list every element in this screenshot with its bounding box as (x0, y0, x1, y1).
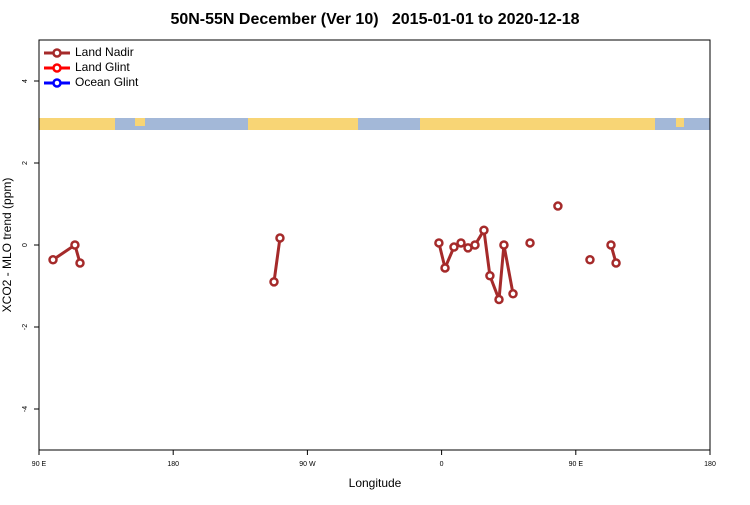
point (456, 238, 466, 248)
x-tick-label: 180 (704, 461, 716, 468)
point (449, 242, 459, 252)
chart-title: 50N-55N December (Ver 10) 2015-01-01 to … (170, 11, 579, 28)
point (508, 289, 518, 299)
point (499, 240, 509, 250)
x-axis-label: Longitude (349, 476, 402, 490)
y-tick-label: 0 (22, 243, 29, 247)
legend-marker (52, 78, 62, 88)
legend-label: Ocean Glint (75, 75, 139, 89)
x-tick-label: 180 (167, 461, 179, 468)
point (606, 240, 616, 250)
y-tick-label: -4 (22, 406, 29, 412)
point (494, 294, 504, 305)
point (611, 258, 621, 268)
legend-marker (52, 48, 62, 58)
legend-label: Land Glint (75, 60, 130, 74)
point (440, 263, 450, 273)
point (485, 271, 495, 281)
x-tick-label: 90 W (299, 461, 316, 468)
point (275, 233, 285, 243)
point (553, 201, 563, 211)
point (269, 277, 279, 287)
x-tick-label: 90 E (32, 461, 47, 468)
y-axis-label: XCO2 - MLO trend (ppm) (0, 178, 14, 313)
y-tick-label: 4 (22, 79, 29, 83)
point (470, 240, 480, 250)
point (479, 225, 489, 235)
y-tick-label: -2 (22, 324, 29, 330)
x-tick-label: 90 E (569, 461, 584, 468)
map-strip (39, 118, 710, 130)
legend-marker (52, 63, 62, 73)
point (75, 258, 85, 268)
point (585, 255, 595, 265)
point (48, 255, 58, 265)
y-tick-label: 2 (22, 161, 29, 165)
legend-label: Land Nadir (75, 45, 134, 59)
point (525, 238, 535, 248)
point (434, 238, 444, 248)
point (70, 240, 80, 250)
x-tick-label: 0 (440, 461, 444, 468)
